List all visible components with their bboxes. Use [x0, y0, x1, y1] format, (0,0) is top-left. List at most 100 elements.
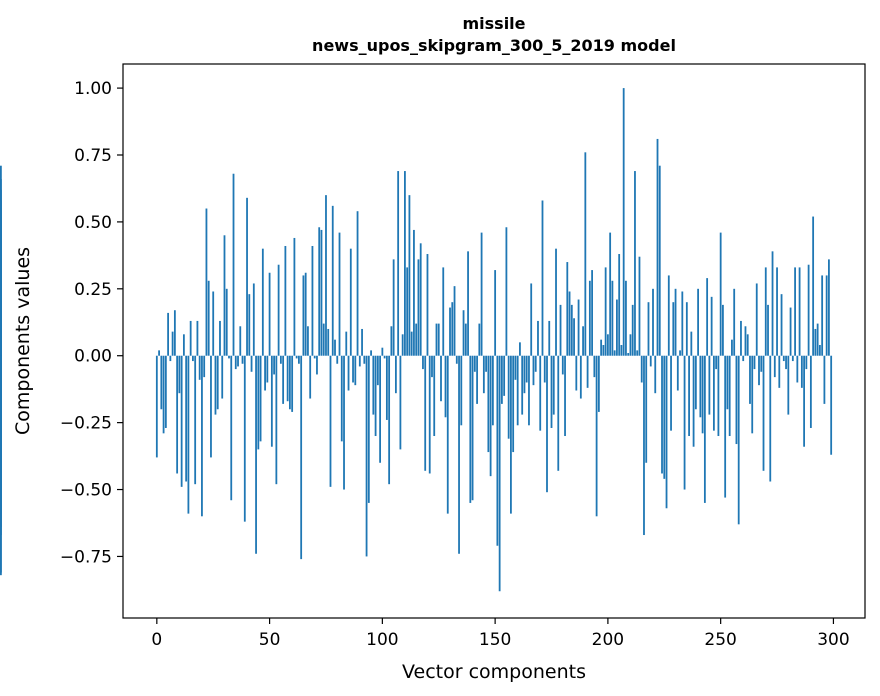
bar-74: [322, 323, 325, 356]
bar-376: [0, 320, 2, 356]
bar-242: [701, 355, 704, 434]
bar-194: [593, 355, 596, 378]
bar-229: [672, 302, 675, 356]
bar-16: [192, 355, 194, 362]
bar-105: [392, 259, 395, 356]
x-tick-label: 0: [151, 630, 162, 650]
bar-19: [198, 355, 201, 380]
bar-211: [631, 304, 634, 356]
bar-206: [620, 345, 623, 356]
bar-248: [715, 355, 718, 370]
bar-90: [358, 355, 361, 367]
bar-159: [514, 355, 517, 380]
bar-127: [442, 267, 445, 356]
bar-141: [473, 355, 476, 372]
bar-140: [471, 355, 474, 501]
bar-96: [372, 355, 375, 415]
bar-33: [230, 355, 233, 501]
y-tick-label: 1.00: [74, 79, 112, 99]
bar-294: [818, 345, 821, 356]
bar-224: [661, 355, 663, 474]
bar-131: [451, 302, 454, 356]
bar-100: [381, 347, 384, 356]
bar-124: [435, 323, 438, 356]
bar-210: [629, 334, 632, 356]
bar-217: [645, 355, 648, 463]
bar-14: [187, 355, 190, 514]
bar-72: [318, 227, 321, 356]
bar-91: [361, 328, 363, 356]
bar-204: [616, 299, 618, 356]
bar-299: [830, 355, 833, 455]
bar-139: [469, 355, 472, 503]
bar-78: [331, 205, 334, 356]
bar-118: [422, 355, 424, 370]
bar-30: [223, 235, 226, 356]
bar-146: [485, 355, 487, 372]
bar-276: [778, 355, 781, 388]
bar-202: [611, 280, 614, 356]
bar-21: [203, 355, 206, 378]
bar-175: [550, 355, 553, 428]
bar-226: [665, 355, 668, 509]
bar-18: [196, 320, 199, 356]
bar-136: [462, 310, 465, 356]
bar-83: [343, 355, 345, 490]
bar-25: [212, 291, 215, 356]
bar-293: [816, 323, 819, 356]
bar-87: [352, 355, 354, 383]
bar-59: [288, 355, 291, 410]
bar-44: [255, 355, 257, 554]
bar-192: [588, 280, 591, 356]
bar-246: [710, 296, 713, 356]
bar-209: [627, 353, 630, 356]
bar-64: [300, 355, 303, 560]
bar-5: [167, 312, 169, 356]
bar-32: [228, 355, 230, 359]
bar-234: [683, 355, 686, 490]
bar-1: [158, 350, 160, 356]
bar-179: [559, 304, 562, 356]
bar-180: [561, 355, 564, 375]
bar-157: [510, 355, 512, 514]
bar-60: [291, 355, 294, 412]
bar-97: [374, 355, 377, 437]
bar-273: [771, 251, 774, 356]
bar-152: [498, 355, 501, 592]
bar-196: [597, 355, 600, 412]
bar-112: [408, 195, 411, 356]
bar-115: [415, 323, 418, 356]
bar-275: [776, 267, 778, 356]
bar-260: [742, 355, 745, 362]
bar-249: [717, 355, 720, 437]
bar-199: [604, 267, 607, 356]
bar-57: [284, 245, 287, 356]
bar-53: [275, 355, 278, 485]
bar-93: [365, 355, 368, 557]
bar-244: [706, 278, 709, 356]
bar-219: [649, 355, 652, 367]
bar-288: [805, 355, 808, 370]
bar-40: [246, 197, 248, 356]
x-tick-label: 50: [259, 630, 281, 650]
bar-262: [746, 334, 749, 356]
bar-168: [534, 355, 537, 372]
bar-9: [176, 355, 179, 474]
bar-164: [525, 355, 528, 383]
bar-285: [798, 267, 801, 356]
bar-178: [557, 355, 560, 471]
plot-frame: [122, 63, 866, 619]
bar-41: [248, 294, 251, 356]
bar-6: [169, 355, 172, 362]
y-axis: −0.75 −0.50 −0.25 0.00 0.25 0.50 0.75 1.00: [60, 79, 123, 567]
bar-125: [437, 323, 440, 356]
bar-73: [320, 229, 323, 356]
bar-264: [751, 355, 754, 434]
bar-36: [237, 355, 239, 367]
bar-247: [712, 355, 715, 431]
bar-158: [512, 355, 515, 453]
y-tick-label: −0.75: [60, 547, 112, 567]
bar-68: [309, 355, 312, 399]
bar-62: [295, 355, 298, 359]
bar-8: [173, 310, 176, 356]
